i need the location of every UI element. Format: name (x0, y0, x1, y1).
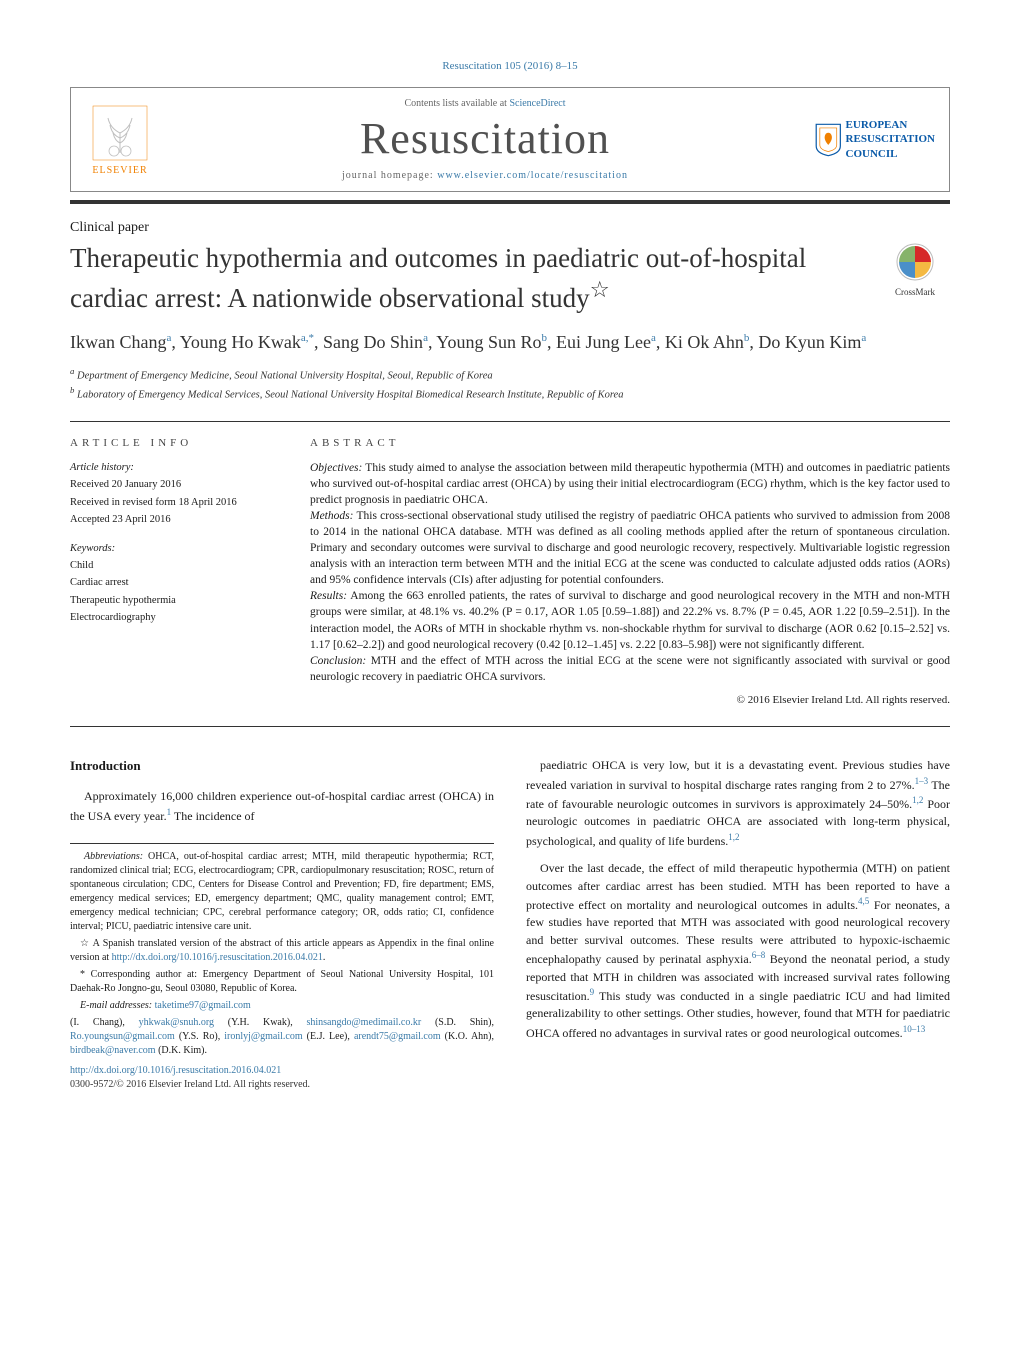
email-link[interactable]: shinsangdo@medimail.co.kr (306, 1017, 421, 1028)
citation-ref[interactable]: 1,2 (912, 795, 923, 805)
citation-ref[interactable]: 4,5 (858, 896, 869, 906)
paper-type: Clinical paper (70, 220, 950, 236)
abstract-column: ABSTRACT Objectives: This study aimed to… (310, 436, 950, 708)
doi-link-bottom[interactable]: http://dx.doi.org/10.1016/j.resuscitatio… (70, 1065, 281, 1076)
section-divider (70, 726, 950, 727)
email-link[interactable]: Ro.youngsun@gmail.com (70, 1031, 175, 1042)
email-link[interactable]: taketime97@gmail.com (155, 1000, 251, 1011)
article-info-head: ARTICLE INFO (70, 436, 280, 452)
email-link[interactable]: yhkwak@snuh.org (139, 1017, 214, 1028)
email-link[interactable]: ironlyj@gmail.com (224, 1031, 302, 1042)
title-note-marker: ☆ (590, 277, 610, 302)
erc-line1: EUROPEAN (846, 118, 935, 132)
keyword: Electrocardiography (70, 610, 280, 625)
body-paragraph: Approximately 16,000 children experience… (70, 788, 494, 825)
crossmark-icon (895, 242, 935, 282)
header-divider-bar (70, 200, 950, 204)
erc-logo: EUROPEAN RESUSCITATION COUNCIL (815, 112, 935, 168)
affiliations: a Department of Emergency Medicine, Seou… (70, 365, 950, 404)
footnotes: Abbreviations: OHCA, out-of-hospital car… (70, 843, 494, 1058)
contents-available-line: Contents lists available at ScienceDirec… (155, 98, 815, 109)
article-history-head: Article history: (70, 460, 280, 475)
article-info-column: ARTICLE INFO Article history: Received 2… (70, 436, 280, 708)
authors-list: Ikwan Changa, Young Ho Kwaka,*, Sang Do … (70, 330, 950, 355)
erc-line3: COUNCIL (846, 147, 935, 161)
doi-link[interactable]: http://dx.doi.org/10.1016/j.resuscitatio… (112, 952, 323, 963)
keyword: Child (70, 558, 280, 573)
journal-header: ELSEVIER Contents lists available at Sci… (70, 87, 950, 192)
journal-name: Resuscitation (155, 113, 815, 164)
elsevier-label: ELSEVIER (92, 165, 147, 176)
body-left-column: Introduction Approximately 16,000 childr… (70, 757, 494, 1093)
body-paragraph: paediatric OHCA is very low, but it is a… (526, 757, 950, 850)
sciencedirect-link[interactable]: ScienceDirect (509, 98, 565, 109)
email-link[interactable]: birdbeak@naver.com (70, 1045, 156, 1056)
citation-ref[interactable]: 1–3 (915, 776, 929, 786)
abstract-head: ABSTRACT (310, 436, 950, 451)
keyword: Therapeutic hypothermia (70, 593, 280, 608)
issn-copyright: 0300-9572/© 2016 Elsevier Ireland Ltd. A… (70, 1078, 494, 1093)
erc-line2: RESUSCITATION (846, 132, 935, 146)
crossmark-badge[interactable]: CrossMark (880, 242, 950, 297)
homepage-link[interactable]: www.elsevier.com/locate/resuscitation (437, 170, 628, 181)
citation-ref[interactable]: 1,2 (728, 832, 739, 842)
crossmark-label: CrossMark (880, 287, 950, 297)
article-title: Therapeutic hypothermia and outcomes in … (70, 242, 860, 316)
journal-citation: Resuscitation 105 (2016) 8–15 (70, 60, 950, 72)
corresponding-author: * Corresponding author at: Emergency Dep… (70, 968, 494, 996)
erc-shield-icon (815, 112, 842, 168)
journal-homepage-line: journal homepage: www.elsevier.com/locat… (155, 170, 815, 181)
revised-date: Received in revised form 18 April 2016 (70, 495, 280, 510)
elsevier-tree-icon (90, 103, 150, 163)
elsevier-logo: ELSEVIER (85, 100, 155, 180)
accepted-date: Accepted 23 April 2016 (70, 512, 280, 527)
body-paragraph: Over the last decade, the effect of mild… (526, 860, 950, 1042)
citation-ref[interactable]: 10–13 (903, 1024, 926, 1034)
keyword: Cardiac arrest (70, 575, 280, 590)
received-date: Received 20 January 2016 (70, 477, 280, 492)
introduction-head: Introduction (70, 757, 494, 776)
body-right-column: paediatric OHCA is very low, but it is a… (526, 757, 950, 1093)
abstract-copyright: © 2016 Elsevier Ireland Ltd. All rights … (310, 693, 950, 708)
email-link[interactable]: arendt75@gmail.com (354, 1031, 441, 1042)
section-divider (70, 421, 950, 422)
keywords-head: Keywords: (70, 541, 280, 556)
citation-ref[interactable]: 6–8 (752, 950, 766, 960)
